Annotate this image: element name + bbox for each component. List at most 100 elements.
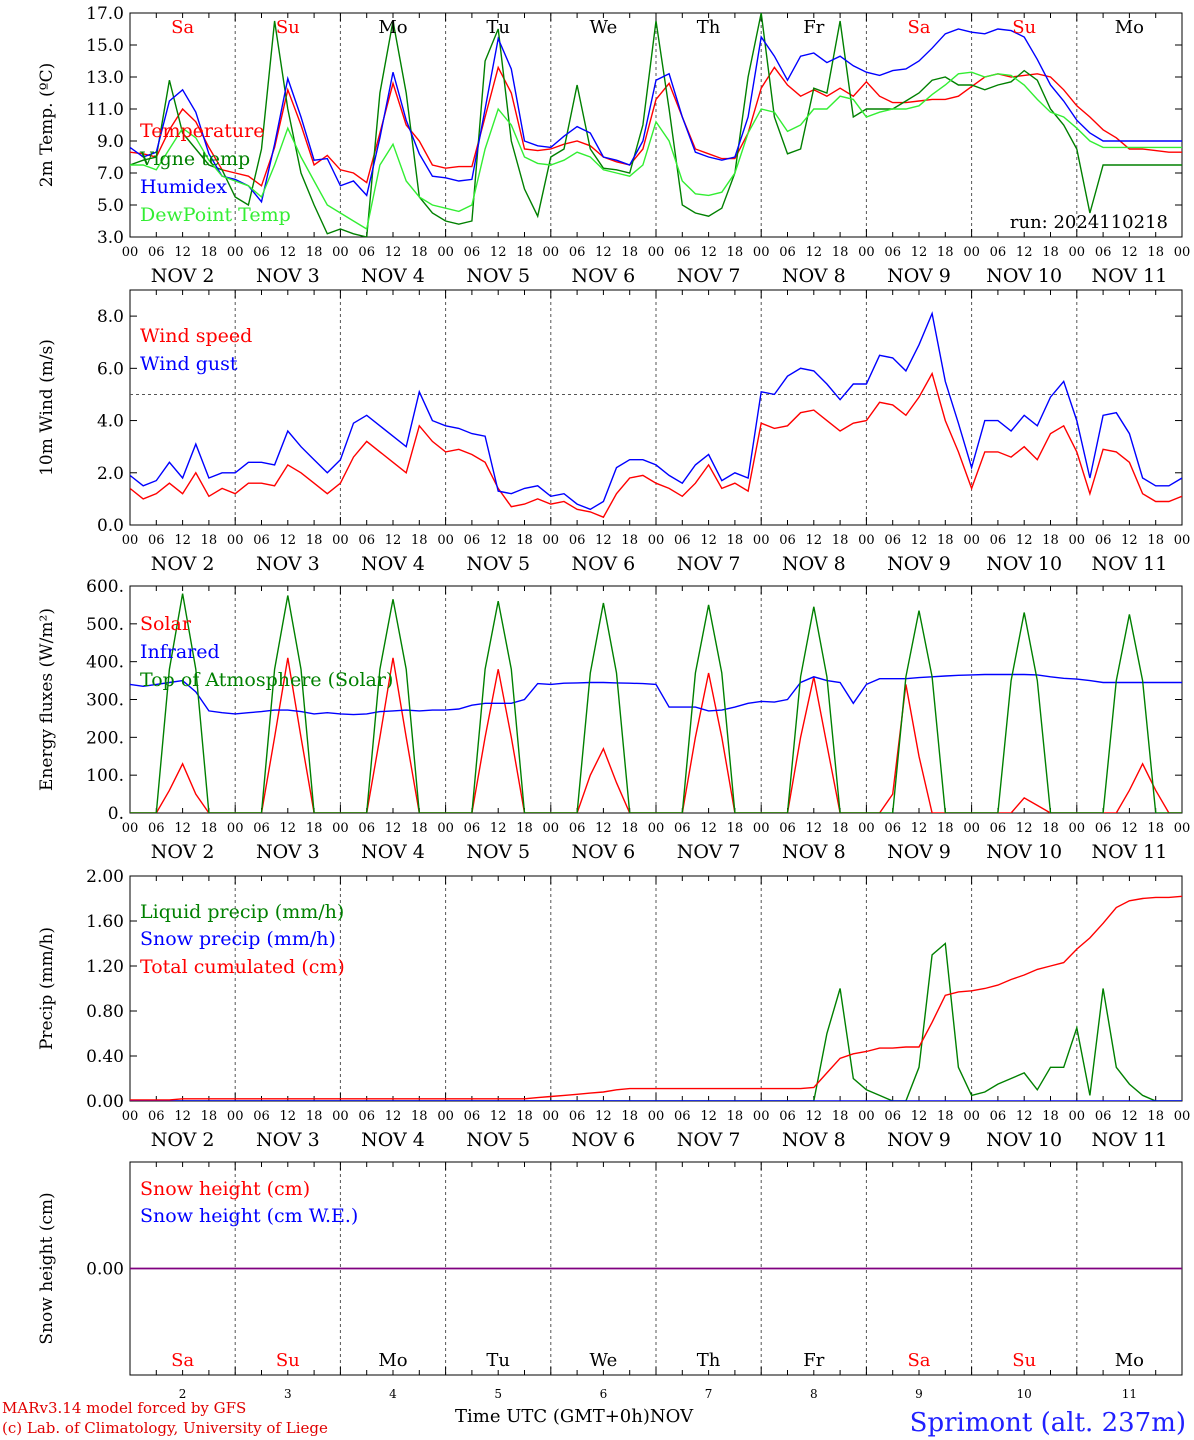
hour-tick-label: 18 <box>832 533 849 548</box>
day-of-week-label: Su <box>276 17 300 38</box>
series-line-humidex <box>130 28 1182 204</box>
hour-tick-label: 18 <box>1147 1109 1164 1124</box>
hour-tick-label: 18 <box>306 821 323 836</box>
hour-tick-label: 18 <box>727 533 744 548</box>
footer-lab-line: (c) Lab. of Climatology, University of L… <box>2 1419 328 1437</box>
hour-tick-label: 12 <box>280 533 297 548</box>
y-tick-label: 500. <box>86 615 124 635</box>
hour-tick-label: 18 <box>621 245 638 260</box>
legend-entry: Wind gust <box>140 353 238 375</box>
hour-tick-label: 06 <box>779 1109 796 1124</box>
date-label: NOV 8 <box>782 265 846 287</box>
hour-tick-label: 18 <box>832 821 849 836</box>
y-tick-label: 200. <box>86 728 124 748</box>
legend-entry: Temperature <box>140 120 264 142</box>
date-label: NOV 5 <box>466 553 530 575</box>
hour-tick-label: 00 <box>858 821 875 836</box>
day-of-week-label: Mo <box>378 17 407 38</box>
hour-tick-label: 06 <box>1095 821 1112 836</box>
hour-tick-label: 12 <box>700 1109 717 1124</box>
hour-tick-label: 12 <box>595 1109 612 1124</box>
hour-tick-label: 00 <box>543 245 560 260</box>
hour-tick-label: 12 <box>1016 821 1033 836</box>
hour-tick-label: 18 <box>621 821 638 836</box>
date-label: NOV 11 <box>1091 265 1167 287</box>
hour-tick-label: 06 <box>464 821 481 836</box>
hour-tick-label: 06 <box>148 245 165 260</box>
panel-1 <box>129 12 1183 238</box>
hour-tick-label: 12 <box>385 245 402 260</box>
hour-tick-label: 18 <box>516 533 533 548</box>
day-of-week-label: Fr <box>803 1350 824 1371</box>
hour-tick-label: 18 <box>1042 1109 1059 1124</box>
hour-tick-label: 06 <box>464 1109 481 1124</box>
hour-tick-label: 00 <box>332 533 349 548</box>
y-tick-label: 4.0 <box>97 412 124 432</box>
legend-entry: Wind speed <box>140 325 252 347</box>
hour-tick-label: 00 <box>227 1109 244 1124</box>
day-number-label: 11 <box>1122 1387 1137 1401</box>
date-label: NOV 2 <box>151 265 215 287</box>
y-tick-label: 0.00 <box>86 1092 124 1112</box>
date-label: NOV 2 <box>151 553 215 575</box>
date-label: NOV 9 <box>887 1129 951 1151</box>
date-label: NOV 3 <box>256 265 320 287</box>
hour-tick-label: 12 <box>700 821 717 836</box>
hour-tick-label: 12 <box>174 533 191 548</box>
hour-tick-label: 12 <box>911 1109 928 1124</box>
date-label: NOV 4 <box>361 1129 425 1151</box>
hour-tick-label: 12 <box>280 245 297 260</box>
hour-tick-label: 18 <box>621 533 638 548</box>
hour-tick-label: 18 <box>516 1109 533 1124</box>
y-tick-label: 8.0 <box>97 307 124 327</box>
hour-tick-label: 18 <box>1042 245 1059 260</box>
hour-tick-label: 00 <box>227 245 244 260</box>
series-line-top-of-atmosphere-solar- <box>130 593 1182 813</box>
y-tick-label: 0.80 <box>86 1002 124 1022</box>
hour-tick-label: 06 <box>358 1109 375 1124</box>
date-label: NOV 10 <box>986 841 1062 863</box>
hour-tick-label: 00 <box>543 821 560 836</box>
day-of-week-label: Th <box>697 17 721 38</box>
time-axis-month: NOV <box>649 1406 694 1427</box>
hour-tick-label: 12 <box>1121 245 1138 260</box>
date-label: NOV 11 <box>1091 841 1167 863</box>
hour-tick-label: 18 <box>306 1109 323 1124</box>
hour-tick-label: 06 <box>884 245 901 260</box>
hour-tick-label: 00 <box>858 1109 875 1124</box>
series-line-wind-gust <box>130 311 1182 511</box>
hour-tick-label: 12 <box>806 245 823 260</box>
series-line-dewpoint-temp <box>130 71 1182 231</box>
hour-tick-label: 06 <box>148 533 165 548</box>
hour-tick-label: 06 <box>779 245 796 260</box>
hour-tick-label: 00 <box>1069 821 1086 836</box>
time-axis-title-text: Time UTC (GMT+0h) <box>455 1406 650 1427</box>
date-label: NOV 4 <box>361 265 425 287</box>
date-label: NOV 3 <box>256 1129 320 1151</box>
date-label: NOV 5 <box>466 841 530 863</box>
legend-entry: Total cumulated (cm) <box>140 956 345 978</box>
y-tick-label: 1.20 <box>86 957 124 977</box>
hour-tick-label: 12 <box>280 1109 297 1124</box>
hour-tick-label: 18 <box>306 245 323 260</box>
day-of-week-label: Mo <box>378 1350 407 1371</box>
legend-entry: Snow height (cm W.E.) <box>140 1205 358 1227</box>
time-axis-title: Time UTC (GMT+0h)NOV <box>455 1406 693 1427</box>
day-of-week-label: Mo <box>1115 17 1144 38</box>
day-of-week-label: We <box>590 1350 618 1371</box>
day-of-week-label: Su <box>1012 17 1036 38</box>
y-axis-label: Precip (mm/h) <box>37 927 57 1050</box>
legend-entry: Vigne temp <box>139 148 250 170</box>
hour-tick-label: 18 <box>727 821 744 836</box>
hour-tick-label: 06 <box>1095 1109 1112 1124</box>
hour-tick-label: 18 <box>411 821 428 836</box>
date-label: NOV 9 <box>887 265 951 287</box>
hour-tick-label: 06 <box>569 533 586 548</box>
y-tick-label: 600. <box>86 577 124 597</box>
hour-tick-label: 12 <box>490 1109 507 1124</box>
date-label: NOV 9 <box>887 841 951 863</box>
hour-tick-label: 18 <box>621 1109 638 1124</box>
hour-tick-label: 18 <box>727 245 744 260</box>
hour-tick-label: 00 <box>963 1109 980 1124</box>
date-label: NOV 6 <box>572 841 636 863</box>
